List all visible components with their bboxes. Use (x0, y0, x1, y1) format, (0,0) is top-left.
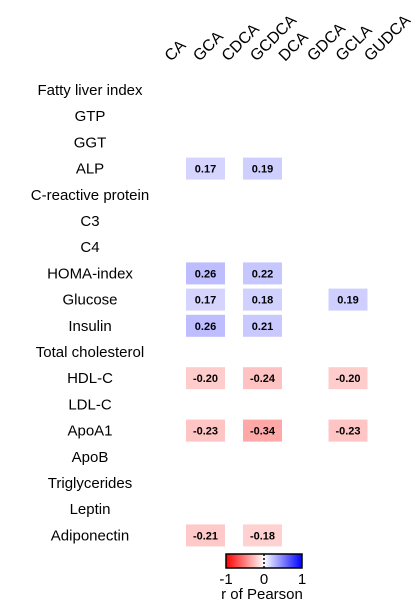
heatmap-cells: 0.17 0.19 0.26 0.22 0.17 0.18 0.19 0.26 0.21 -0.2… (186, 157, 368, 547)
row-label-ldl-c: LDL-C (68, 396, 112, 413)
heatmap-cell-label: -0.20 (335, 373, 360, 385)
color-scale-bar (225, 553, 303, 569)
row-label-leptin: Leptin (70, 501, 111, 518)
row-label-fatty-liver-index: Fatty liver index (37, 82, 143, 99)
heatmap-cell (328, 419, 368, 442)
heatmap-cell-label: -0.23 (335, 426, 360, 438)
column-label-gca: GCA (190, 28, 227, 65)
heatmap-cell-label: 0.19 (252, 164, 273, 176)
heatmap-cell-label: 0.26 (195, 321, 216, 333)
heatmap-cell (186, 288, 225, 311)
heatmap-cell-label: 0.18 (252, 295, 273, 307)
heatmap-cell-label: 0.21 (252, 321, 273, 333)
row-label-c-reactive-protein: C-reactive protein (31, 187, 149, 204)
color-scale-title: r of Pearson (221, 586, 303, 603)
heatmap-cell (243, 419, 282, 442)
heatmap-cell (243, 288, 282, 311)
heatmap-cell (243, 367, 282, 390)
row-labels: Fatty liver index GTP GGT ALP C-reactive pro… (31, 82, 149, 544)
heatmap-cell-label: 0.22 (252, 268, 273, 280)
heatmap-cell (328, 367, 368, 390)
row-label-alp: ALP (76, 161, 104, 178)
row-label-c4: C4 (80, 239, 99, 256)
color-scale-tick-min: -1 (219, 571, 232, 588)
heatmap-cell-label: 0.17 (195, 164, 216, 176)
heatmap-cell (186, 157, 225, 180)
color-scale-tick-zero: 0 (260, 571, 268, 588)
heatmap-cell (243, 157, 282, 180)
heatmap-cell (186, 367, 225, 390)
row-label-insulin: Insulin (68, 318, 111, 335)
heatmap-cell-label: 0.26 (195, 268, 216, 280)
heatmap-cell (186, 262, 225, 285)
row-label-apoa1: ApoA1 (67, 423, 112, 440)
row-label-apob: ApoB (72, 449, 109, 466)
row-label-total-cholesterol: Total cholesterol (36, 344, 144, 361)
heatmap-cell (243, 314, 282, 337)
row-label-hdl-c: HDL-C (67, 370, 113, 387)
heatmap-cell (243, 524, 282, 547)
row-label-c3: C3 (80, 213, 99, 230)
row-label-adiponectin: Adiponectin (51, 527, 129, 544)
row-label-homa-index: HOMA-index (47, 265, 133, 282)
column-label-ca: CA (162, 37, 190, 65)
color-scale-tick-max: 1 (298, 571, 306, 588)
color-scale-legend: -1 0 1 r of Pearson (219, 553, 306, 603)
heatmap-cell (186, 419, 225, 442)
heatmap-cell (243, 262, 282, 285)
row-label-gtp: GTP (75, 108, 106, 125)
heatmap-cell-label: -0.23 (193, 426, 218, 438)
row-label-triglycerides: Triglycerides (48, 475, 132, 492)
heatmap-cell-label: 0.17 (195, 295, 216, 307)
row-label-glucose: Glucose (62, 292, 117, 309)
heatmap-cell-label: -0.34 (250, 426, 276, 438)
heatmap-cell-label: -0.21 (193, 530, 218, 542)
heatmap-cell-label: -0.18 (250, 530, 275, 542)
heatmap-cell-label: -0.24 (250, 373, 276, 385)
heatmap-cell (328, 288, 368, 311)
heatmap-cell (186, 524, 225, 547)
heatmap-cell-label: 0.19 (337, 295, 358, 307)
heatmap-cell-label: -0.20 (193, 373, 218, 385)
row-label-ggt: GGT (74, 134, 107, 151)
heatmap-cell (186, 314, 225, 337)
